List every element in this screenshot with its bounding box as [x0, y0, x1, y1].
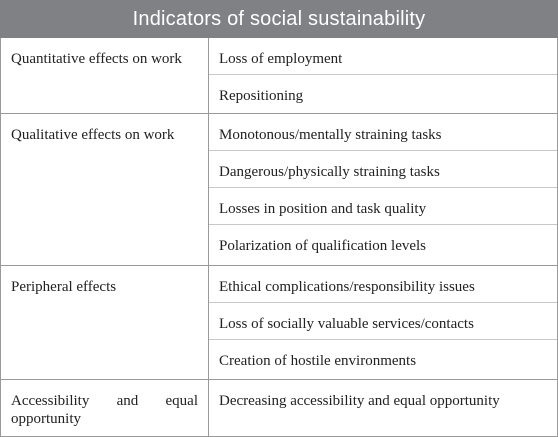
indicator-list: Decreasing accessibility and equal oppor…: [209, 380, 557, 436]
group-peripheral-effects: Peripheral effects Ethical complications…: [1, 266, 557, 380]
indicator-cell: Loss of socially valuable services/conta…: [209, 303, 557, 340]
group-qualitative-effects: Qualitative effects on work Monotonous/m…: [1, 114, 557, 266]
indicator-cell: Creation of hostile environments: [219, 353, 417, 369]
indicator-cell: Loss of employment: [209, 38, 557, 75]
indicator-cell: Dangerous/physically straining tasks: [209, 151, 557, 188]
indicator-cell: Losses in position and task quality: [209, 188, 557, 225]
indicator-cell: Repositioning: [219, 88, 304, 104]
table-title: Indicators of social sustainability: [0, 0, 558, 38]
indicator-cell: Decreasing accessibility and equal oppor…: [219, 393, 500, 409]
category-cell: Accessibility and equal opportunity: [1, 380, 209, 436]
indicator-cell: Ethical complications/responsibility iss…: [209, 266, 557, 303]
group-accessibility: Accessibility and equal opportunity Decr…: [1, 380, 557, 436]
category-cell: Quantitative effects on work: [1, 38, 209, 113]
indicator-list: Ethical complications/responsibility iss…: [209, 266, 557, 379]
indicator-cell: Monotonous/mentally straining tasks: [209, 114, 557, 151]
indicator-list: Loss of employment Repositioning: [209, 38, 557, 113]
indicator-list: Monotonous/mentally straining tasks Dang…: [209, 114, 557, 265]
category-cell: Qualitative effects on work: [1, 114, 209, 265]
table-body: Quantitative effects on work Loss of emp…: [0, 38, 558, 437]
category-cell: Peripheral effects: [1, 266, 209, 379]
indicator-cell: Polarization of qualification levels: [219, 238, 427, 254]
group-quantitative-effects: Quantitative effects on work Loss of emp…: [1, 38, 557, 114]
